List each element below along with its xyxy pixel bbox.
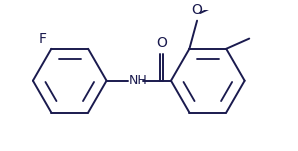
Text: F: F [38,32,46,46]
Text: O: O [192,3,203,17]
Text: O: O [156,36,167,50]
Text: NH: NH [129,74,148,87]
